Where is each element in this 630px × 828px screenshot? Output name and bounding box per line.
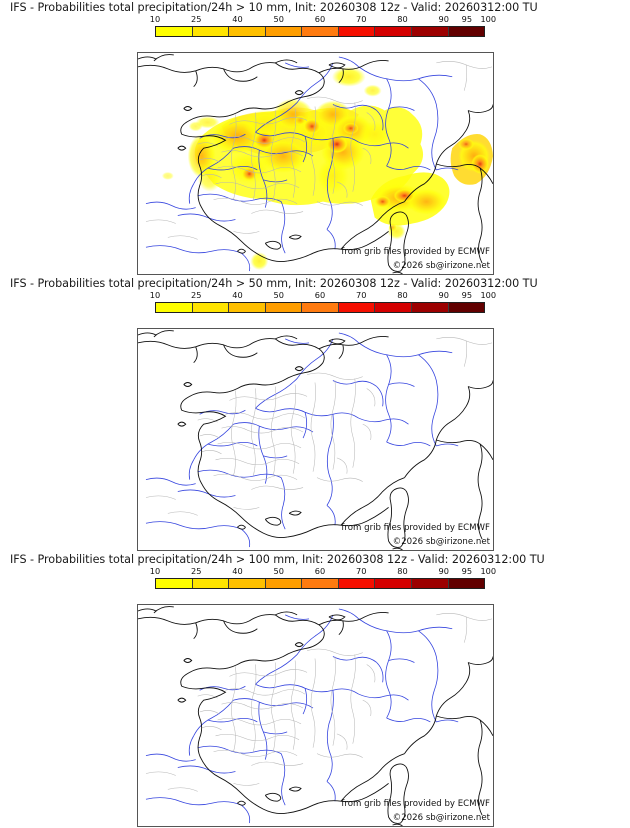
colorbar-segment xyxy=(302,579,339,588)
colorbar-segment xyxy=(448,579,485,588)
forecast-map[interactable]: from grib files provided by ECMWF ©2026 … xyxy=(137,52,494,275)
copyright-credit: ©2026 sb@irizone.net xyxy=(392,813,490,823)
colorbar-gradient xyxy=(155,578,485,589)
colorbar-segment xyxy=(229,303,266,312)
colorbar-tick: 95 xyxy=(461,290,473,300)
colorbar-tick: 60 xyxy=(314,566,326,576)
colorbar-tick: 100 xyxy=(480,290,497,300)
colorbar-tick: 10 xyxy=(149,566,161,576)
rivers-layer xyxy=(145,608,459,824)
colorbar-ticks: 10 25 40 50 60 70 80 90 95 100 xyxy=(150,290,496,302)
colorbar-tick: 10 xyxy=(149,290,161,300)
colorbar-tick: 25 xyxy=(191,14,202,24)
colorbar-tick: 40 xyxy=(232,290,243,300)
colorbar-segment xyxy=(338,27,376,36)
colorbar-segment xyxy=(375,27,412,36)
colorbar-tick: 60 xyxy=(314,290,326,300)
colorbar-segment xyxy=(156,27,193,36)
colorbar-tick: 95 xyxy=(461,14,473,24)
colorbar-segment xyxy=(265,303,303,312)
colorbar-segment xyxy=(265,579,303,588)
colorbar-tick: 90 xyxy=(438,566,449,576)
colorbar-tick: 80 xyxy=(397,290,408,300)
forecast-panel-50mm: IFS - Probabilities total precipitation/… xyxy=(0,276,630,552)
colorbar-tick: 40 xyxy=(232,566,243,576)
admin-boundaries-layer xyxy=(145,613,493,792)
colorbar-segment xyxy=(338,579,376,588)
colorbar-segment xyxy=(229,27,266,36)
colorbar-segment xyxy=(156,579,193,588)
colorbar-gradient xyxy=(155,26,485,37)
colorbar-segment xyxy=(192,27,230,36)
map-graphic xyxy=(138,606,493,826)
grib-credit: from grib files provided by ECMWF xyxy=(341,523,490,533)
colorbar-segment xyxy=(448,27,485,36)
colorbar-tick: 70 xyxy=(356,290,367,300)
coastline-layer xyxy=(138,54,493,274)
admin-boundaries-layer xyxy=(145,337,493,516)
colorbar-tick: 90 xyxy=(438,14,449,24)
copyright-credit: ©2026 sb@irizone.net xyxy=(392,261,490,271)
map-graphic xyxy=(138,330,493,550)
colorbar-segment xyxy=(338,303,376,312)
rivers-layer xyxy=(145,332,459,548)
colorbar-gradient xyxy=(155,302,485,313)
copyright-credit: ©2026 sb@irizone.net xyxy=(392,537,490,547)
panel-title: IFS - Probabilities total precipitation/… xyxy=(10,1,538,14)
map-graphic xyxy=(138,54,493,274)
colorbar-ticks: 10 25 40 50 60 70 80 90 95 100 xyxy=(150,566,496,578)
colorbar-segment xyxy=(411,27,449,36)
colorbar-segment xyxy=(192,303,230,312)
colorbar-tick: 50 xyxy=(273,290,284,300)
colorbar-tick: 50 xyxy=(273,14,284,24)
panel-title: IFS - Probabilities total precipitation/… xyxy=(10,277,538,290)
precipitation-probability-field xyxy=(161,66,493,271)
colorbar-tick: 50 xyxy=(273,566,284,576)
forecast-panel-10mm: IFS - Probabilities total precipitation/… xyxy=(0,0,630,276)
colorbar-segment xyxy=(375,303,412,312)
colorbar-segment xyxy=(192,579,230,588)
colorbar-tick: 40 xyxy=(232,14,243,24)
colorbar-tick: 25 xyxy=(191,566,202,576)
colorbar-tick: 80 xyxy=(397,566,408,576)
colorbar-tick: 70 xyxy=(356,14,367,24)
admin-boundaries-layer xyxy=(145,61,493,240)
colorbar-tick: 100 xyxy=(480,14,497,24)
colorbar-segment xyxy=(229,579,266,588)
colorbar-tick: 95 xyxy=(461,566,473,576)
colorbar-tick: 60 xyxy=(314,14,326,24)
colorbar-segment xyxy=(302,27,339,36)
coastline-layer xyxy=(138,330,493,550)
colorbar: 10 25 40 50 60 70 80 90 95 100 xyxy=(150,14,496,39)
colorbar-tick: 90 xyxy=(438,290,449,300)
grib-credit: from grib files provided by ECMWF xyxy=(341,799,490,809)
colorbar-segment xyxy=(156,303,193,312)
colorbar: 10 25 40 50 60 70 80 90 95 100 xyxy=(150,290,496,315)
panel-title: IFS - Probabilities total precipitation/… xyxy=(10,553,545,566)
grib-credit: from grib files provided by ECMWF xyxy=(341,247,490,257)
colorbar-tick: 70 xyxy=(356,566,367,576)
colorbar-segment xyxy=(411,303,449,312)
colorbar-segment xyxy=(375,579,412,588)
colorbar-segment xyxy=(411,579,449,588)
colorbar-segment xyxy=(448,303,485,312)
colorbar-tick: 100 xyxy=(480,566,497,576)
colorbar-tick: 10 xyxy=(149,14,161,24)
colorbar-segment xyxy=(265,27,303,36)
colorbar: 10 25 40 50 60 70 80 90 95 100 xyxy=(150,566,496,591)
forecast-panel-100mm: IFS - Probabilities total precipitation/… xyxy=(0,552,630,828)
colorbar-segment xyxy=(302,303,339,312)
colorbar-tick: 80 xyxy=(397,14,408,24)
colorbar-ticks: 10 25 40 50 60 70 80 90 95 100 xyxy=(150,14,496,26)
colorbar-tick: 25 xyxy=(191,290,202,300)
coastline-layer xyxy=(138,606,493,826)
forecast-map[interactable]: from grib files provided by ECMWF ©2026 … xyxy=(137,328,494,551)
forecast-map[interactable]: from grib files provided by ECMWF ©2026 … xyxy=(137,604,494,827)
